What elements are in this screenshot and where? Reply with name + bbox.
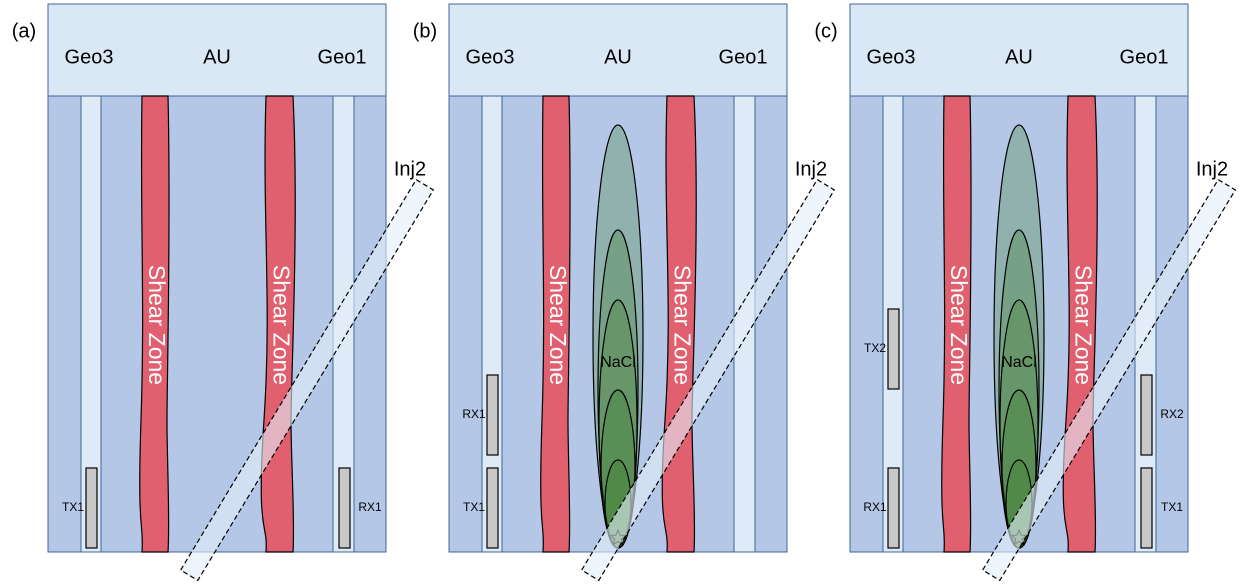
header-left: Geo3 — [867, 46, 916, 68]
sensor-label: RX1 — [462, 407, 486, 421]
header — [849, 3, 1189, 97]
sensor — [338, 467, 351, 549]
shear-zone-label: Shear Zone — [669, 265, 695, 385]
shear-zone-label: Shear Zone — [946, 265, 972, 385]
sensor — [85, 467, 98, 549]
sensor-label: RX1 — [863, 500, 887, 514]
panel: (b) Geo3 AU Geo1 Shear Zone Shear Zone NaCl RX1… — [413, 3, 836, 582]
sensor-label: TX1 — [1161, 500, 1183, 514]
shear-zone — [941, 95, 972, 553]
panel-label: (b) — [413, 20, 437, 42]
shear-zone-label: Shear Zone — [144, 265, 170, 385]
header-left: Geo3 — [466, 46, 515, 68]
header-right: Geo1 — [719, 46, 768, 68]
header-center: AU — [203, 46, 231, 68]
header-left: Geo3 — [65, 46, 114, 68]
panel: (a) Geo3 AU Geo1 Shear Zone Shear Zone TX1 RX1 I… — [12, 3, 435, 582]
plume-label: NaCl — [1001, 354, 1037, 371]
shear-zone — [540, 95, 571, 553]
plume-label: NaCl — [600, 354, 636, 371]
panel-label: (a) — [12, 20, 36, 42]
header — [448, 3, 788, 97]
sensor-label: RX2 — [1160, 407, 1184, 421]
injection-borehole — [580, 178, 836, 582]
sensor — [887, 467, 900, 549]
sensor — [486, 374, 499, 456]
injection-label: Inj2 — [1196, 158, 1228, 180]
sensor — [486, 467, 499, 549]
shear-zone-label: Shear Zone — [1070, 265, 1096, 385]
injection-borehole — [981, 178, 1237, 582]
panel-label: (c) — [814, 20, 837, 42]
sensor — [1140, 467, 1153, 549]
injection-label: Inj2 — [795, 158, 827, 180]
header-center: AU — [604, 46, 632, 68]
injection-borehole — [179, 178, 435, 582]
borehole — [80, 95, 102, 553]
shear-zone-label: Shear Zone — [268, 265, 294, 385]
header-right: Geo1 — [1120, 46, 1169, 68]
sensor — [1140, 374, 1153, 456]
sensor-label: TX1 — [463, 500, 485, 514]
sensor-label: TX2 — [864, 341, 886, 355]
sensor-label: TX1 — [62, 500, 84, 514]
header — [47, 3, 387, 97]
sensor — [887, 308, 900, 390]
panel: (c) Geo3 AU Geo1 Shear Zone Shear Zone NaCl TX2… — [814, 3, 1237, 582]
header-center: AU — [1005, 46, 1033, 68]
sensor-label: RX1 — [358, 500, 382, 514]
header-right: Geo1 — [318, 46, 367, 68]
shear-zone — [139, 95, 170, 553]
shear-zone-label: Shear Zone — [545, 265, 571, 385]
injection-label: Inj2 — [394, 158, 426, 180]
